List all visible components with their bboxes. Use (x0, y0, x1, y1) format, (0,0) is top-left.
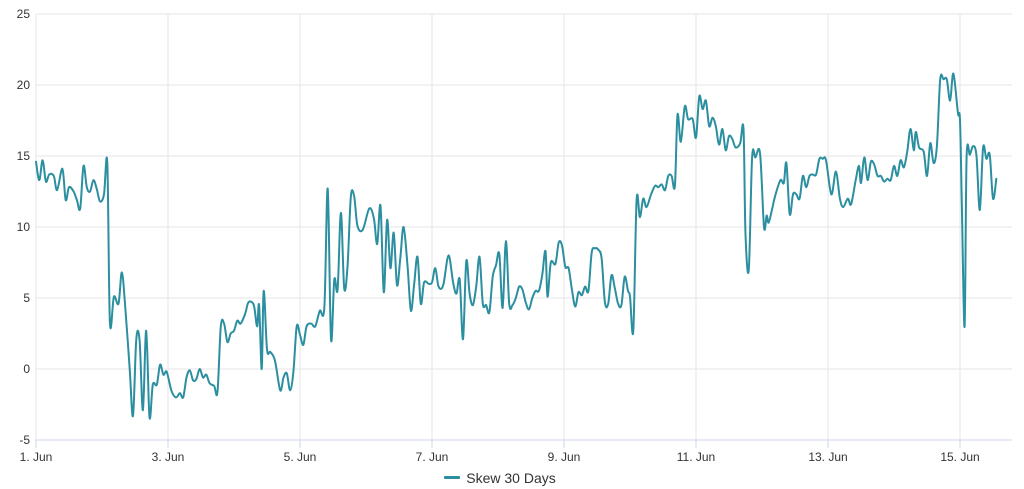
y-tick-label: 10 (17, 220, 31, 234)
x-axis: 1. Jun 3. Jun 5. Jun 7. Jun 9. Jun 11. Jun 13.… (20, 439, 1012, 464)
y-tick-label: 15 (17, 149, 31, 163)
x-tick-label: 9. Jun (548, 450, 581, 464)
x-tick-label: 1. Jun (20, 450, 53, 464)
y-tick-label: 20 (17, 78, 31, 92)
grid-lines (35, 13, 1012, 440)
legend-item-skew-30-days[interactable]: Skew 30 Days (444, 469, 556, 486)
x-tick-label: 3. Jun (152, 450, 185, 464)
x-tick-label: 13. Jun (808, 450, 847, 464)
y-tick-label: -5 (19, 433, 30, 447)
x-tick-label: 11. Jun (677, 450, 715, 464)
x-tick-label: 15. Jun (940, 450, 979, 464)
x-tick-label: 5. Jun (284, 450, 317, 464)
y-tick-label: 25 (17, 7, 31, 21)
legend-label: Skew 30 Days (466, 469, 556, 486)
y-tick-label: 0 (23, 362, 30, 376)
x-tick-label: 7. Jun (416, 450, 449, 464)
series-line-skew-30-days[interactable] (35, 72, 998, 420)
y-axis: -5 0 5 10 15 20 25 (17, 7, 31, 447)
legend-swatch-icon (444, 476, 461, 479)
legend: Skew 30 Days (0, 466, 1000, 486)
y-tick-label: 5 (23, 291, 30, 305)
